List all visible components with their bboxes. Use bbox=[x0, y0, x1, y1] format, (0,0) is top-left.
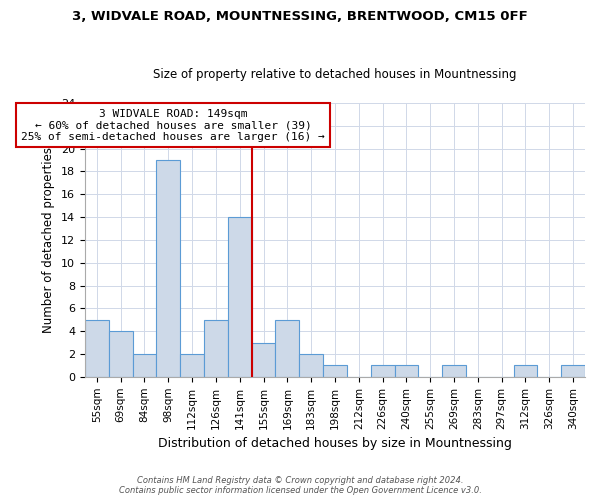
Bar bbox=[180, 354, 204, 377]
Bar bbox=[251, 342, 275, 377]
Bar bbox=[442, 366, 466, 377]
Bar bbox=[228, 217, 251, 377]
Text: 3 WIDVALE ROAD: 149sqm
← 60% of detached houses are smaller (39)
25% of semi-det: 3 WIDVALE ROAD: 149sqm ← 60% of detached… bbox=[21, 108, 325, 142]
Title: Size of property relative to detached houses in Mountnessing: Size of property relative to detached ho… bbox=[153, 68, 517, 81]
Bar bbox=[109, 331, 133, 377]
Bar bbox=[514, 366, 538, 377]
Bar bbox=[299, 354, 323, 377]
Y-axis label: Number of detached properties: Number of detached properties bbox=[43, 147, 55, 333]
Bar bbox=[323, 366, 347, 377]
Bar bbox=[157, 160, 180, 377]
Bar bbox=[561, 366, 585, 377]
Bar bbox=[371, 366, 395, 377]
Bar bbox=[204, 320, 228, 377]
X-axis label: Distribution of detached houses by size in Mountnessing: Distribution of detached houses by size … bbox=[158, 437, 512, 450]
Bar bbox=[133, 354, 157, 377]
Bar bbox=[85, 320, 109, 377]
Text: Contains HM Land Registry data © Crown copyright and database right 2024.
Contai: Contains HM Land Registry data © Crown c… bbox=[119, 476, 481, 495]
Bar bbox=[275, 320, 299, 377]
Text: 3, WIDVALE ROAD, MOUNTNESSING, BRENTWOOD, CM15 0FF: 3, WIDVALE ROAD, MOUNTNESSING, BRENTWOOD… bbox=[72, 10, 528, 23]
Bar bbox=[395, 366, 418, 377]
